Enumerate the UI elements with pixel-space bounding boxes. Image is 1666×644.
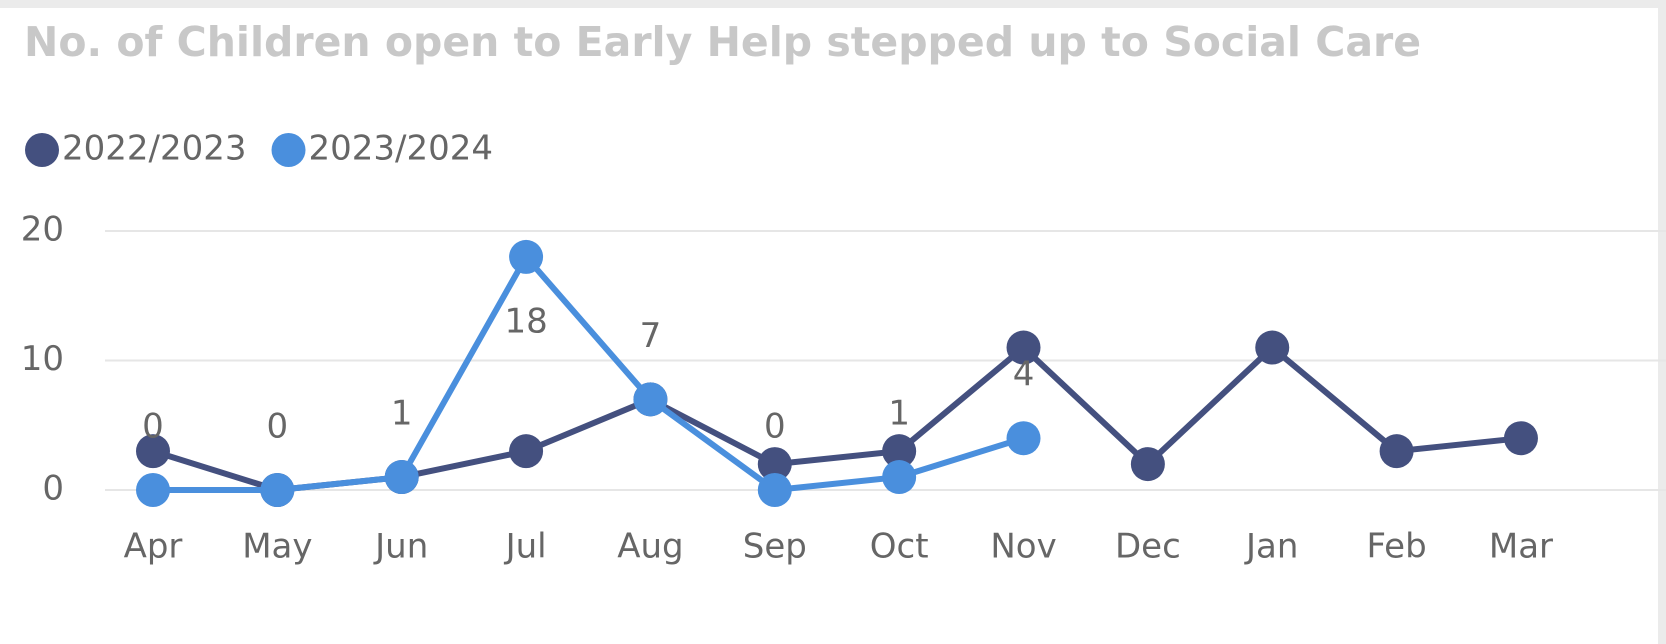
series-marker [1255,330,1290,365]
x-tick-label: Jan [1244,527,1298,567]
series-line [153,253,1025,493]
x-tick-label: May [242,527,312,567]
series-marker [633,382,668,417]
chart-background [0,8,1658,644]
series-marker [1006,421,1041,456]
series-marker [136,434,170,469]
x-tick-label: Sep [743,527,807,567]
data-label: 0 [267,407,289,447]
chart-title: No. of Children open to Early Help stepp… [24,18,1421,66]
x-tick-label: Jun [373,527,428,567]
data-label: 18 [504,301,547,341]
data-label: 0 [764,407,786,447]
x-tick-label: Nov [990,527,1056,567]
y-tick-label: 20 [21,210,64,250]
series-marker [757,473,792,507]
series-marker [509,434,544,469]
series-marker [1006,330,1041,365]
legend-label: 2023/2024 [309,129,494,169]
data-label: 1 [391,394,413,434]
x-tick-label: Aug [617,527,683,567]
data-label: 0 [142,407,164,447]
series-marker [1130,447,1165,482]
x-tick-label: Mar [1489,527,1553,567]
series-marker [757,447,792,482]
series-marker [882,460,917,495]
series-marker [509,239,544,274]
legend-marker [271,133,306,167]
series-marker [882,434,917,469]
series-marker [1503,421,1538,456]
data-label: 1 [888,394,910,434]
data-label: 7 [640,316,662,356]
legend-marker [25,133,59,167]
y-tick-label: 0 [42,469,64,509]
x-tick-label: Apr [124,527,183,567]
x-tick-label: Oct [870,527,929,567]
y-tick-label: 10 [21,339,64,379]
data-label: 4 [1013,355,1035,395]
series-marker [1379,434,1414,469]
x-tick-label: Dec [1115,527,1181,567]
series-marker [260,473,295,507]
x-tick-label: Feb [1366,527,1426,567]
series-marker [136,473,170,507]
x-tick-label: Jul [504,527,547,567]
series-marker [384,460,419,495]
legend-label: 2022/2023 [62,129,247,169]
